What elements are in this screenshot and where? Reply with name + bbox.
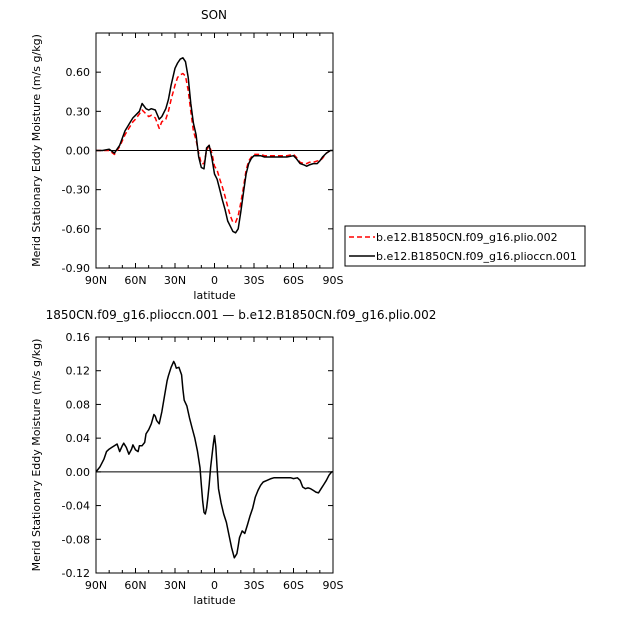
bottom-y-tick-label: -0.04 (62, 500, 90, 513)
bottom-series-line-0 (95, 360, 333, 559)
bottom-chart-title: 1850CN.f09_g16.plioccn.001 — b.e12.B1850… (46, 308, 437, 322)
bottom-y-tick-label: -0.12 (62, 567, 90, 580)
top-x-tick-label: 90N (85, 274, 107, 287)
top-x-tick-label: 0 (211, 274, 218, 287)
top-x-tick-label: 60S (283, 274, 304, 287)
top-y-tick-label: -0.60 (62, 223, 90, 236)
bottom-x-tick-label: 60S (283, 579, 304, 592)
top-series-line-0 (96, 72, 333, 224)
bottom-y-tick-label: -0.08 (62, 533, 90, 546)
top-y-tick-label: 0.00 (66, 145, 91, 158)
top-x-tick-label: 30N (164, 274, 186, 287)
bottom-x-axis-label: latitude (193, 594, 235, 607)
top-x-axis-label: latitude (193, 289, 235, 302)
bottom-x-tick-label: 30N (164, 579, 186, 592)
top-y-tick-label: 0.30 (66, 105, 91, 118)
bottom-x-tick-label: 30S (244, 579, 265, 592)
top-series-line-1 (96, 57, 333, 234)
bottom-x-tick-label: 60N (124, 579, 146, 592)
bottom-plot-frame (95, 336, 334, 574)
top-chart: 90N 60N 30N 0 30S 60S 90S 0.60 0.30 0.00 -0.30 -0.6… (30, 32, 344, 302)
bottom-y-tick-label: 0.12 (66, 365, 91, 378)
top-y-tick-label: 0.60 (66, 66, 91, 79)
bottom-chart: 90N 60N 30N 0 30S 60S 90S 0.16 0.12 0.08 0.04 0.00 -… (30, 331, 344, 607)
bottom-y-tick-label: 0.04 (66, 432, 91, 445)
bottom-x-tick-label: 0 (211, 579, 218, 592)
top-y-axis-label: Merid Stationary Eddy Moisture (m/s g/kg… (30, 34, 43, 267)
bottom-y-tick-label: 0.00 (66, 466, 91, 479)
top-chart-legend: b.e12.B1850CN.f09_g16.plio.002 b.e12.B185… (344, 225, 586, 267)
top-x-tick-label: 90S (323, 274, 344, 287)
bottom-x-tick-label: 90N (85, 579, 107, 592)
legend-label: b.e12.B1850CN.f09_g16.plio.002 (376, 231, 558, 244)
bottom-x-tick-label: 90S (323, 579, 344, 592)
bottom-y-tick-label: 0.16 (66, 331, 91, 344)
legend-label: b.e12.B1850CN.f09_g16.plioccn.001 (376, 250, 577, 263)
top-y-tick-label: -0.30 (62, 184, 90, 197)
legend-box (344, 225, 586, 267)
bottom-y-axis-label: Merid Stationary Eddy Moisture (m/s g/kg… (30, 339, 43, 572)
top-x-tick-label: 60N (124, 274, 146, 287)
top-y-tick-label: -0.90 (62, 262, 90, 275)
top-x-tick-label: 30S (244, 274, 265, 287)
top-chart-title: SON (201, 8, 227, 22)
bottom-y-tick-label: 0.08 (66, 398, 91, 411)
